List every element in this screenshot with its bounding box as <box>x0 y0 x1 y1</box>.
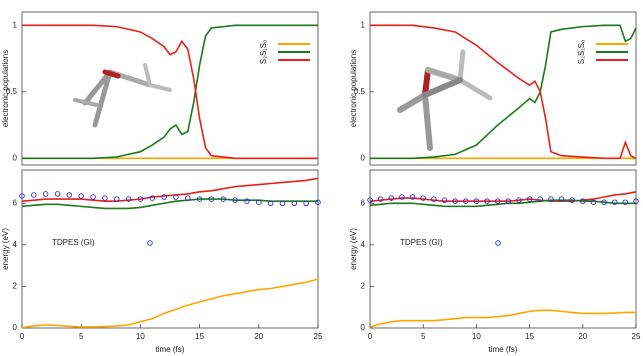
panel: 0 2 4 6 0 5 10 15 20 25 energy (eV) time (fs) TDPES … <box>1 170 323 354</box>
molecule-left <box>75 65 170 125</box>
y-tick-label: 0 <box>361 323 366 332</box>
x-tick-label: 20 <box>254 332 263 341</box>
molecule-right <box>400 52 490 148</box>
y-tick-label: 0 <box>13 153 18 162</box>
y-axis-label: electronic populations <box>349 50 358 127</box>
plot-frame <box>22 170 318 328</box>
legend-label: S₂ <box>577 56 586 64</box>
legend-swatch <box>148 241 153 246</box>
series-line <box>22 199 318 208</box>
panel: 0 2 4 6 0 5 10 15 20 25 energy (eV) time (fs) TDPES … <box>349 170 641 354</box>
y-tick-label: 2 <box>361 282 366 291</box>
y-tick-label: 0 <box>13 323 18 332</box>
series-line <box>22 279 318 327</box>
x-tick-label: 20 <box>578 332 587 341</box>
x-tick-label: 25 <box>632 332 641 341</box>
data-point <box>43 192 48 197</box>
x-axis-label: time (fs) <box>489 345 518 354</box>
y-tick-label: 6 <box>361 198 366 207</box>
legend-label: S₀ <box>259 40 268 49</box>
data-point <box>103 196 108 201</box>
plot-frame <box>370 170 636 328</box>
y-tick-label: 4 <box>13 240 18 249</box>
x-tick-label: 5 <box>421 332 426 341</box>
data-point <box>91 195 96 200</box>
figure: 00.51electronic populationsS₀S₁S₂00.51el… <box>0 0 643 356</box>
legend-label: S₁ <box>259 48 268 56</box>
y-tick-label: 4 <box>361 240 366 249</box>
y-axis-label: energy (eV) <box>349 228 358 270</box>
x-tick-label: 10 <box>472 332 481 341</box>
legend-label: S₀ <box>577 40 586 49</box>
data-point <box>79 194 84 199</box>
x-axis-label: time (fs) <box>156 345 185 354</box>
legend-label: S₂ <box>259 56 268 64</box>
y-tick-label: 1 <box>13 20 18 29</box>
plot-frame <box>370 12 636 165</box>
data-point <box>55 192 60 197</box>
x-tick-label: 0 <box>20 332 25 341</box>
x-tick-label: 5 <box>79 332 84 341</box>
y-tick-label: 2 <box>13 282 18 291</box>
x-tick-label: 15 <box>525 332 534 341</box>
data-point <box>32 193 37 198</box>
legend-label: TDPES (GI) <box>52 238 95 247</box>
data-point <box>67 193 72 198</box>
series-line <box>22 178 318 201</box>
x-tick-label: 15 <box>195 332 204 341</box>
series-line <box>370 25 636 158</box>
y-tick-label: 0 <box>361 153 366 162</box>
legend-label: TDPES (GI) <box>400 238 443 247</box>
legend-swatch <box>496 241 501 246</box>
series-line <box>370 25 636 158</box>
x-tick-label: 10 <box>136 332 145 341</box>
x-tick-label: 0 <box>368 332 373 341</box>
y-tick-label: 6 <box>13 198 18 207</box>
y-axis-label: energy (eV) <box>1 228 10 270</box>
x-tick-label: 25 <box>314 332 323 341</box>
y-axis-label: electronic populations <box>1 50 10 127</box>
y-tick-label: 1 <box>361 20 366 29</box>
series-line <box>370 310 636 327</box>
legend-label: S₁ <box>577 48 586 56</box>
